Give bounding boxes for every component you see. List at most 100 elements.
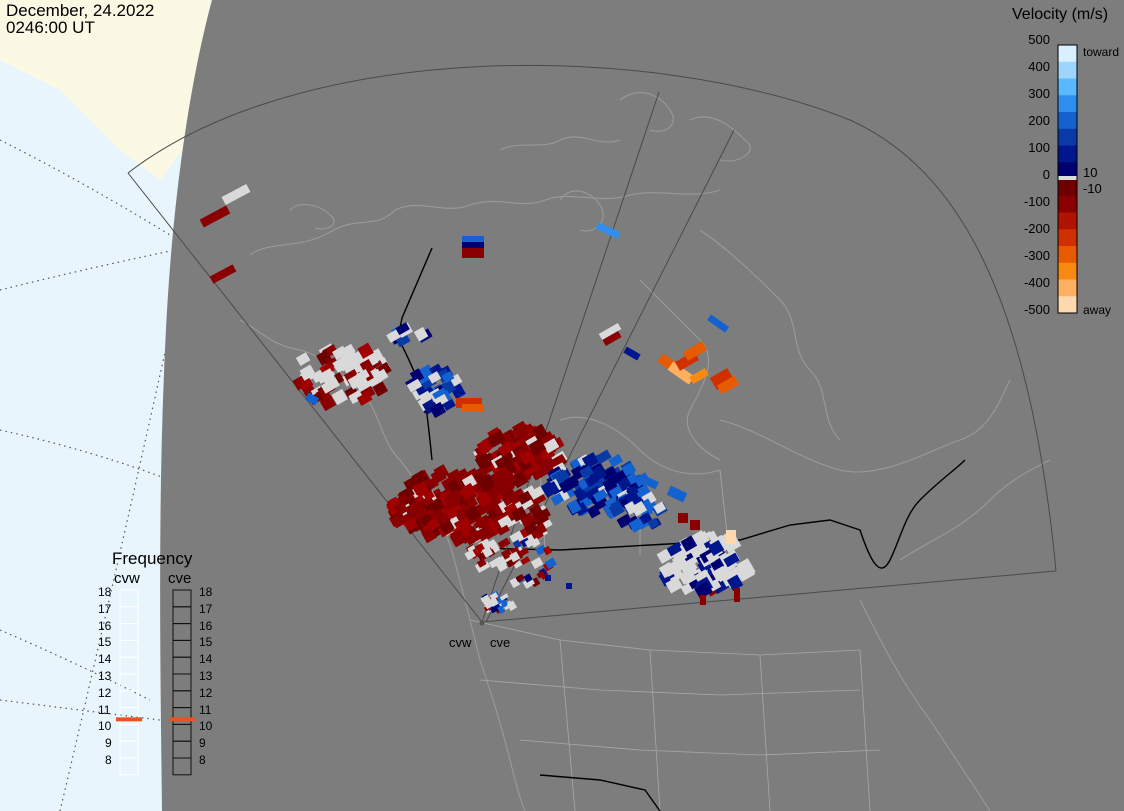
backscatter-cell bbox=[517, 490, 533, 505]
backscatter-cell bbox=[535, 544, 547, 556]
time-label: 0246:00 UT bbox=[6, 18, 95, 37]
colorbar-segment bbox=[1058, 296, 1077, 314]
radar-field-of-view bbox=[127, 64, 1057, 623]
frequency-indicator bbox=[116, 589, 195, 776]
backscatter-cell bbox=[666, 541, 684, 557]
backscatter-cell bbox=[515, 574, 525, 583]
backscatter-cell bbox=[624, 490, 641, 506]
backscatter-cell bbox=[541, 481, 560, 498]
backscatter-cell bbox=[520, 556, 531, 565]
backscatter-cell bbox=[421, 527, 438, 544]
backscatter-cell bbox=[519, 449, 535, 466]
backscatter-cell bbox=[524, 538, 535, 548]
backscatter-cell bbox=[464, 505, 482, 523]
backscatter-cell bbox=[530, 556, 544, 570]
backscatter-cell bbox=[545, 575, 551, 581]
frequency-title: Frequency bbox=[112, 549, 193, 568]
backscatter-cell bbox=[393, 501, 409, 516]
frequency-level-label: 9 bbox=[199, 736, 206, 751]
backscatter-cell bbox=[299, 364, 316, 380]
radar-label-cvw: cvw bbox=[449, 635, 472, 650]
date-label: December, 24.2022 bbox=[6, 1, 155, 20]
backscatter-cell bbox=[487, 430, 506, 448]
backscatter-cell bbox=[441, 370, 455, 384]
backscatter-cell bbox=[530, 537, 541, 548]
radar-backscatter-cells bbox=[199, 183, 756, 614]
frequency-level-label: 17 bbox=[199, 601, 213, 616]
backscatter-cell bbox=[413, 507, 428, 521]
backscatter-cell bbox=[498, 441, 514, 457]
backscatter-cell bbox=[416, 369, 433, 385]
backscatter-cell bbox=[446, 468, 463, 484]
backscatter-cell bbox=[579, 465, 594, 479]
backscatter-cell bbox=[462, 242, 484, 248]
backscatter-cell bbox=[616, 514, 632, 529]
backscatter-cell bbox=[508, 471, 526, 488]
backscatter-cell bbox=[429, 401, 447, 419]
backscatter-cell bbox=[300, 377, 314, 391]
backscatter-cell bbox=[489, 592, 499, 601]
backscatter-cell bbox=[512, 539, 522, 549]
backscatter-cell bbox=[304, 392, 320, 406]
backscatter-cell bbox=[690, 520, 700, 530]
backscatter-cell bbox=[390, 513, 405, 529]
backscatter-cell bbox=[501, 601, 509, 608]
backscatter-cell bbox=[628, 517, 645, 533]
backscatter-cell bbox=[624, 500, 638, 515]
frequency-level-label: 14 bbox=[199, 652, 213, 667]
backscatter-cell bbox=[647, 517, 660, 530]
backscatter-cell bbox=[653, 501, 667, 514]
backscatter-cell bbox=[592, 488, 608, 503]
colorbar-tick-label: -10 bbox=[1083, 181, 1102, 196]
frequency-level-label: 18 bbox=[98, 585, 112, 599]
backscatter-cell bbox=[523, 573, 533, 583]
backscatter-cell bbox=[510, 506, 528, 523]
frequency-level-label: 17 bbox=[98, 601, 112, 616]
backscatter-cell bbox=[529, 485, 545, 500]
frequency-level-label: 8 bbox=[199, 753, 206, 767]
colorbar-segment bbox=[1058, 112, 1077, 130]
frequency-level-label: 12 bbox=[199, 685, 213, 700]
frequency-level-label: 16 bbox=[199, 618, 213, 633]
colorbar-segment bbox=[1058, 262, 1077, 280]
colorbar-segment bbox=[1058, 195, 1077, 213]
backscatter-cell bbox=[723, 552, 740, 568]
colorbar-tick-label: 10 bbox=[1083, 165, 1098, 180]
colorbar-segment bbox=[1058, 162, 1077, 180]
colorbar-tick-label: -300 bbox=[1023, 248, 1050, 263]
backscatter-cell bbox=[494, 454, 512, 470]
backscatter-cell bbox=[342, 362, 357, 376]
backscatter-cell bbox=[456, 517, 472, 533]
backscatter-cell bbox=[506, 600, 518, 612]
backscatter-cell bbox=[527, 438, 547, 457]
colorbar-tick-label: 100 bbox=[1028, 140, 1050, 155]
backscatter-cell bbox=[678, 513, 688, 523]
frequency-marker bbox=[116, 717, 142, 722]
backscatter-cell bbox=[551, 453, 568, 469]
backscatter-cell bbox=[595, 222, 621, 239]
frequency-cvw-label: cvw bbox=[114, 570, 140, 587]
backscatter-cell bbox=[621, 462, 637, 477]
backscatter-cell bbox=[221, 183, 251, 206]
backscatter-cell bbox=[680, 535, 698, 552]
backscatter-cell bbox=[509, 530, 525, 545]
frequency-level-label: 13 bbox=[199, 669, 213, 683]
toward-label: toward bbox=[1083, 45, 1120, 59]
backscatter-cell bbox=[711, 565, 729, 582]
backscatter-cell bbox=[530, 577, 541, 588]
backscatter-cell bbox=[608, 453, 624, 468]
backscatter-cell bbox=[449, 530, 468, 548]
backscatter-cell bbox=[584, 473, 599, 488]
backscatter-cell bbox=[319, 395, 337, 412]
backscatter-cell bbox=[726, 530, 736, 544]
backscatter-cell bbox=[542, 437, 560, 454]
backscatter-cell bbox=[372, 381, 389, 397]
frequency-level-label: 16 bbox=[98, 618, 112, 633]
frequency-cve-label: cve bbox=[168, 570, 192, 587]
backscatter-cell bbox=[429, 498, 445, 513]
backscatter-cell bbox=[476, 438, 493, 455]
frequency-level-label: 14 bbox=[98, 652, 112, 667]
frequency-level-label: 8 bbox=[105, 753, 112, 767]
